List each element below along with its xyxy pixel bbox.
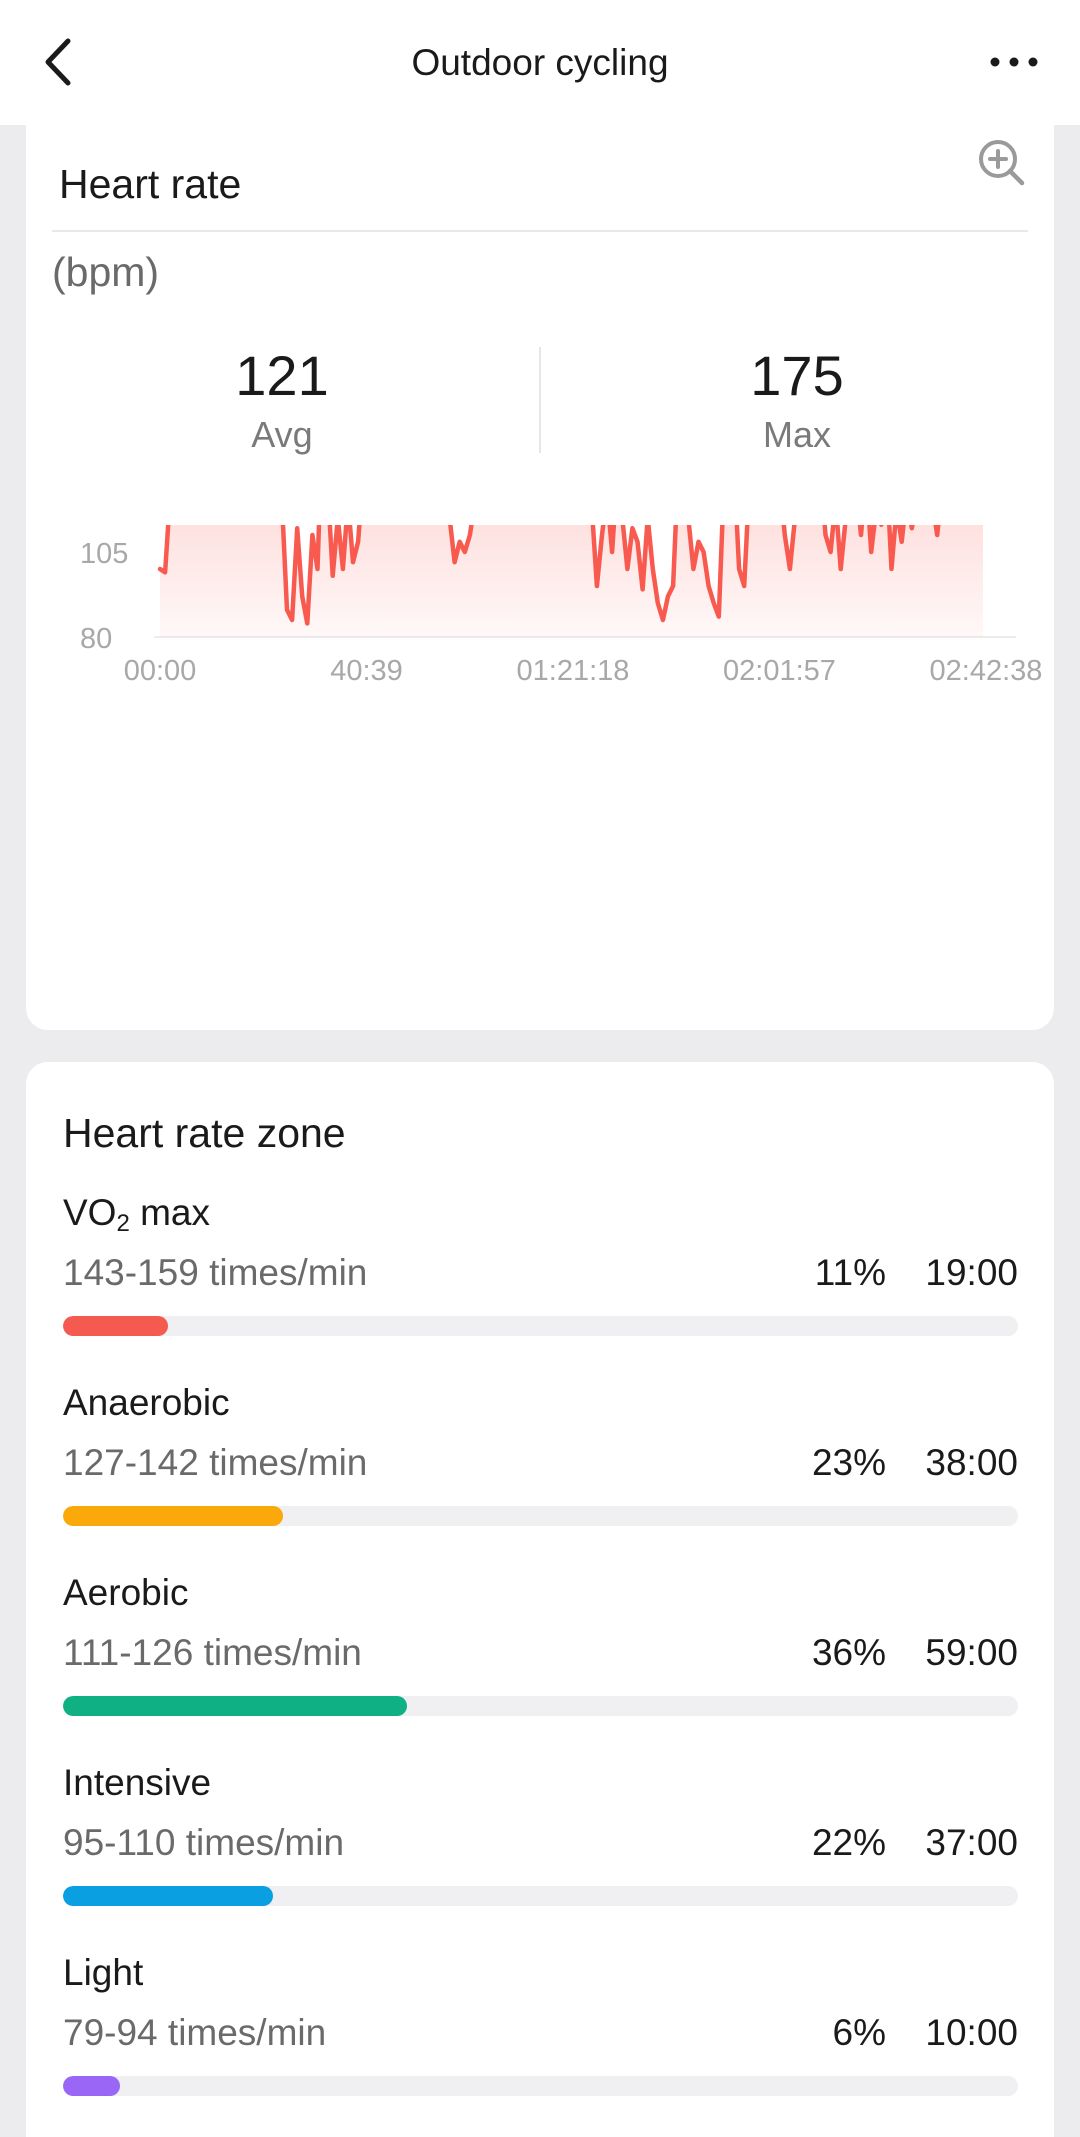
zone-range: 111-126 times/min <box>63 1632 362 1673</box>
zone-name: Light <box>63 1952 144 1993</box>
zone-range: 143-159 times/min <box>63 1252 368 1293</box>
divider <box>52 230 1028 232</box>
avg-stat: 121 Avg <box>102 343 462 456</box>
x-tick-label: 02:42:38 <box>930 655 1043 687</box>
zone-percent: 36% <box>811 1632 886 1673</box>
zone-time: 10:00 <box>925 2012 1018 2053</box>
zone-progress-fill <box>63 1696 407 1716</box>
zone-time: 38:00 <box>925 1442 1018 1483</box>
heart-rate-title: Heart rate <box>59 161 242 207</box>
zone-name: Anaerobic <box>63 1382 230 1423</box>
zone-range: 95-110 times/min <box>63 1822 345 1863</box>
y-tick-label: 80 <box>80 623 112 655</box>
zone-name: Intensive <box>63 1762 212 1803</box>
heart-rate-area <box>160 525 983 637</box>
zone-progress-fill <box>63 1506 283 1526</box>
zone-progress-fill <box>63 1316 169 1336</box>
zone-name: Aerobic <box>63 1572 189 1613</box>
zone-time: 19:00 <box>925 1252 1018 1293</box>
max-stat: 175 Max <box>617 343 977 456</box>
zone-item: Aerobic 111-126 times/min 36% 59:00 <box>63 1572 1018 1722</box>
zone-progress-fill <box>63 2076 121 2096</box>
zone-item: Light 79-94 times/min 6% 10:00 <box>63 1952 1018 2102</box>
unit-label: (bpm) <box>52 249 160 295</box>
y-tick-label: 105 <box>80 538 128 570</box>
back-button[interactable] <box>38 36 78 88</box>
zone-percent: 22% <box>811 1822 886 1863</box>
x-tick-label: 01:21:18 <box>517 655 630 687</box>
zone-progress-track <box>63 1696 1018 1716</box>
x-tick-label: 40:39 <box>330 655 403 687</box>
zone-item: VO2 max 143-159 times/min 11% 19:00 <box>63 1192 1018 1342</box>
zoom-button[interactable] <box>974 135 1030 191</box>
x-tick-label: 00:00 <box>124 655 197 687</box>
zone-progress-track <box>63 2076 1018 2096</box>
avg-value: 121 <box>235 344 329 407</box>
zone-item: Anaerobic 127-142 times/min 23% 38:00 <box>63 1382 1018 1532</box>
heart-rate-chart: 1801551301058000:0040:3901:21:1802:01:57… <box>80 525 1043 687</box>
zone-progress-track <box>63 1316 1018 1336</box>
zone-percent: 11% <box>814 1252 886 1293</box>
stat-divider <box>539 347 541 453</box>
zone-range: 79-94 times/min <box>63 2012 327 2053</box>
x-tick-label: 02:01:57 <box>723 655 836 687</box>
max-value: 175 <box>750 344 844 407</box>
zone-item: Intensive 95-110 times/min 22% 37:00 <box>63 1762 1018 1912</box>
max-label: Max <box>762 414 831 455</box>
more-button[interactable] <box>986 40 1042 84</box>
zone-progress-track <box>63 1886 1018 1906</box>
zone-time: 59:00 <box>925 1632 1018 1673</box>
page-title: Outdoor cycling <box>411 41 669 83</box>
heart-rate-zone-card: Heart rate zone VO2 max 143-159 times/mi… <box>26 1062 1054 2137</box>
zone-time: 37:00 <box>925 1822 1018 1863</box>
zone-percent: 6% <box>832 2012 886 2053</box>
more-horizontal-icon <box>990 57 1038 67</box>
heart-rate-card: Heart rate (bpm) 121 Avg 175 Max 1801551… <box>26 125 1054 1030</box>
top-bar: Outdoor cycling <box>0 0 1080 125</box>
heart-rate-line <box>157 525 941 626</box>
zone-progress-track <box>63 1506 1018 1526</box>
zoom-in-icon <box>979 140 1025 186</box>
zone-range: 127-142 times/min <box>63 1442 368 1483</box>
chevron-left-icon <box>45 38 71 86</box>
zone-progress-fill <box>63 1886 274 1906</box>
heart-rate-zone-title: Heart rate zone <box>63 1110 346 1156</box>
zone-name: VO2 max <box>63 1192 211 1237</box>
avg-label: Avg <box>251 414 313 455</box>
zone-percent: 23% <box>811 1442 886 1483</box>
